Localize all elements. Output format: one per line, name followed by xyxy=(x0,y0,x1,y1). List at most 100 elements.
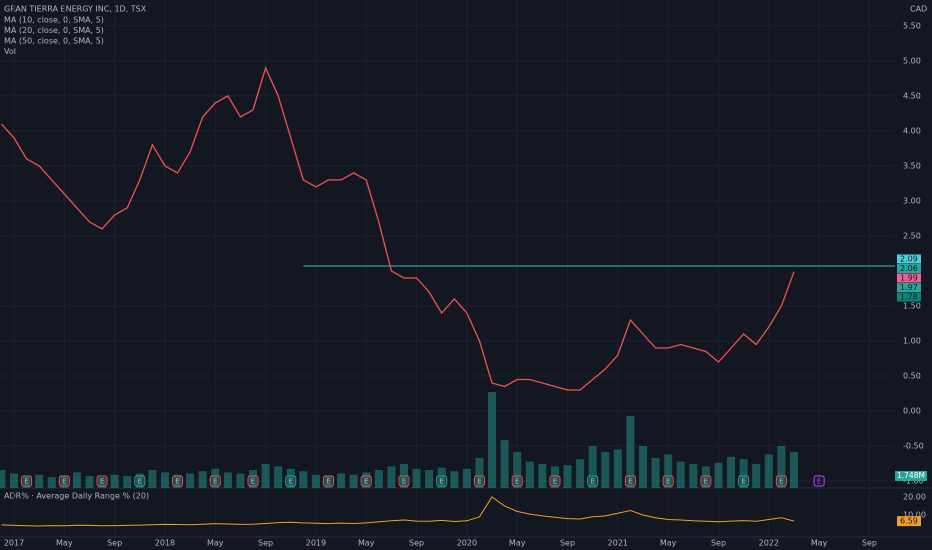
volume-bar xyxy=(475,458,484,488)
volume-bar xyxy=(186,473,195,488)
volume-bar xyxy=(324,476,333,488)
volume-bar xyxy=(727,456,736,488)
earnings-marker xyxy=(96,475,108,487)
y-tick-label: -0.50 xyxy=(903,441,924,450)
volume-bar xyxy=(601,452,610,488)
volume-bar xyxy=(500,440,509,488)
earnings-upcoming xyxy=(813,475,825,487)
earnings-label: E xyxy=(100,478,104,486)
y-tick-label: 3.50 xyxy=(903,161,921,170)
earnings-label: E xyxy=(590,478,594,486)
volume-bar xyxy=(488,392,497,488)
volume-bar xyxy=(362,472,371,488)
currency: CAD xyxy=(910,5,927,14)
price-tag-label: 2.09 xyxy=(900,255,918,264)
volume-bar xyxy=(98,477,107,488)
earnings-marker xyxy=(662,475,674,487)
price-tag xyxy=(897,273,921,283)
x-tick-label: 2020 xyxy=(457,539,477,548)
earnings-label: E xyxy=(779,478,783,486)
volume-bar xyxy=(22,476,31,488)
volume-bar xyxy=(538,464,547,488)
volume-bar xyxy=(10,473,18,488)
volume-bar xyxy=(739,459,748,488)
volume-bar xyxy=(249,470,258,488)
volume-bar xyxy=(236,473,245,488)
earnings-label: E xyxy=(24,478,28,486)
earnings-label: E xyxy=(817,478,821,486)
x-tick-label: May xyxy=(207,539,224,548)
earnings-marker xyxy=(398,475,410,487)
x-tick-label: 2022 xyxy=(759,539,779,548)
price-line xyxy=(0,66,795,391)
earnings-label: E xyxy=(440,478,444,486)
x-tick-label: 2019 xyxy=(306,539,326,548)
price-tag xyxy=(897,264,921,273)
volume-bar xyxy=(223,472,232,488)
earnings-marker xyxy=(172,475,184,487)
earnings-label: E xyxy=(477,478,481,486)
y-tick-label: 4.50 xyxy=(903,91,921,100)
indicator-label: MA (50, close, 0, SMA, 5) xyxy=(4,37,104,46)
volume-bar xyxy=(789,452,798,488)
volume-bar xyxy=(0,470,6,488)
price-tag xyxy=(897,254,921,264)
earnings-marker xyxy=(511,475,523,487)
earnings-marker xyxy=(473,475,485,487)
adr-tag-label: 6.59 xyxy=(900,517,918,526)
earnings-marker xyxy=(624,475,636,487)
x-tick-label: Sep xyxy=(711,539,726,548)
earnings-marker xyxy=(209,475,221,487)
price-tag-label: 1.99 xyxy=(900,274,918,283)
adr-tick-label: 10.00 xyxy=(903,511,926,520)
y-tick-label: 0.00 xyxy=(903,406,921,415)
earnings-marker xyxy=(775,475,787,487)
y-tick-label: 5.00 xyxy=(903,56,921,65)
earnings-marker xyxy=(247,475,259,487)
volume-bar xyxy=(387,466,396,488)
adr-tick-label: 20.00 xyxy=(903,493,926,502)
earnings-label: E xyxy=(251,478,255,486)
volume-bar xyxy=(689,464,698,488)
earnings-marker xyxy=(21,475,33,487)
volume-bar xyxy=(135,473,144,488)
x-tick-label: Sep xyxy=(560,539,575,548)
price-tag-label: 2.06 xyxy=(900,264,918,273)
adr-line xyxy=(1,496,795,527)
earnings-label: E xyxy=(704,478,708,486)
volume-bar xyxy=(676,461,685,488)
volume-bar xyxy=(425,470,434,488)
volume-bar xyxy=(550,466,559,488)
volume-bar xyxy=(173,474,182,488)
earnings-label: E xyxy=(402,478,406,486)
earnings-label: E xyxy=(213,478,217,486)
volume-bar xyxy=(412,468,421,488)
earnings-label: E xyxy=(741,478,745,486)
volume-bar xyxy=(72,472,81,488)
earnings-marker xyxy=(58,475,70,487)
volume-bar xyxy=(198,471,207,488)
volume-bar xyxy=(299,471,308,488)
earnings-label: E xyxy=(666,478,670,486)
volume-bar xyxy=(274,466,283,488)
y-tick-label: 0.50 xyxy=(903,371,921,380)
volume-bar xyxy=(211,468,220,488)
x-tick-label: Sep xyxy=(409,539,424,548)
volume-bar xyxy=(349,474,358,488)
earnings-marker xyxy=(360,475,372,487)
earnings-label: E xyxy=(62,478,66,486)
volume-bar xyxy=(626,416,635,488)
volume-bar xyxy=(513,452,522,488)
volume-bar xyxy=(374,470,383,488)
x-tick-label: Sep xyxy=(107,539,122,548)
price-tag-label: 1.78 xyxy=(900,293,918,302)
x-tick-label: Sep xyxy=(862,539,877,548)
y-tick-label: 3.00 xyxy=(903,196,921,205)
volume-bar xyxy=(85,476,94,488)
x-tick-label: Sep xyxy=(258,539,273,548)
volume-bar xyxy=(764,454,773,488)
earnings-label: E xyxy=(364,478,368,486)
earnings-label: E xyxy=(326,478,330,486)
indicator-label: MA (20, close, 0, SMA, 5) xyxy=(4,26,104,35)
